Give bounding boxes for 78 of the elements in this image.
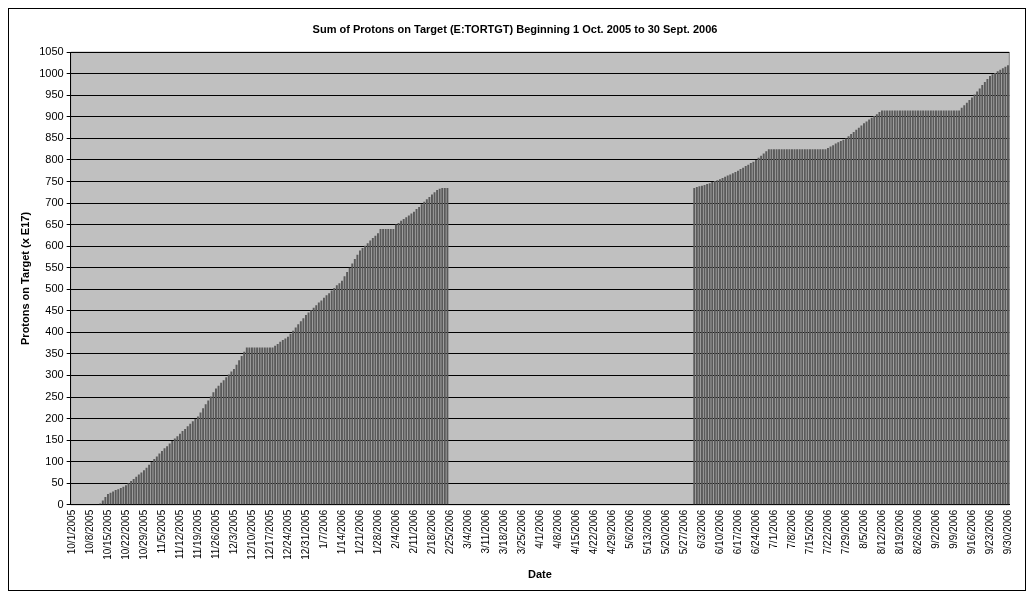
y-tick-label: 950 [45,88,64,101]
x-tick-label: 1/28/2006 [371,509,383,555]
y-tick-label: 850 [45,131,64,144]
y-tick-label: 750 [45,174,64,187]
x-tick-label: 3/4/2006 [461,509,473,549]
x-tick-label: 10/1/2005 [65,509,77,555]
x-tick-label: 4/29/2006 [605,509,617,555]
x-axis-title: Date [528,568,552,581]
x-tick-label: 12/24/2005 [281,509,293,560]
x-tick-label: 9/9/2006 [947,509,959,549]
x-tick-label: 10/22/2005 [119,509,131,560]
x-tick-label: 5/6/2006 [623,509,635,549]
x-tick-label: 11/19/2005 [191,509,203,560]
x-tick-label: 9/2/2006 [929,509,941,549]
x-tick-label: 2/11/2006 [407,509,419,554]
x-tick-label: 9/30/2006 [1001,509,1013,555]
x-tick-label: 1/7/2006 [317,509,329,549]
x-tick-label: 5/13/2006 [641,509,653,555]
x-tick-label: 10/29/2005 [137,509,149,560]
y-tick-label: 200 [45,411,64,424]
x-tick-label: 7/8/2006 [785,509,797,549]
y-tick-label: 250 [45,390,64,403]
x-tick-label: 8/26/2006 [911,509,923,555]
x-tick-label: 5/27/2006 [677,509,689,555]
x-tick-label: 11/12/2005 [173,509,185,560]
y-tick-label: 0 [57,497,64,510]
x-tick-label: 8/5/2006 [857,509,869,549]
y-tick-label: 1000 [39,66,64,79]
y-tick-label: 900 [45,109,64,122]
x-tick-label: 6/3/2006 [695,509,707,549]
x-tick-label: 1/21/2006 [353,509,365,555]
x-tick-label: 9/23/2006 [983,509,995,555]
x-tick-label: 8/19/2006 [893,509,905,555]
y-tick-label: 400 [45,325,64,338]
x-tick-label: 7/1/2006 [767,509,779,549]
x-tick-label: 4/15/2006 [569,509,581,555]
y-tick-label: 550 [45,260,64,273]
x-tick-label: 11/26/2005 [209,509,221,560]
x-tick-label: 4/22/2006 [587,509,599,555]
x-tick-label: 5/20/2006 [659,509,671,555]
y-tick-label: 100 [45,454,64,467]
y-tick-label: 300 [45,368,64,381]
y-tick-label: 150 [45,433,64,446]
x-tick-label: 2/18/2006 [425,509,437,555]
x-tick-label: 3/18/2006 [497,509,509,555]
x-tick-label: 2/4/2006 [389,509,401,549]
x-tick-label: 9/16/2006 [965,509,977,555]
x-tick-label: 12/3/2005 [227,509,239,555]
x-tick-label: 1/14/2006 [335,509,347,555]
x-tick-label: 3/11/2006 [479,509,491,554]
x-tick-label: 7/29/2006 [839,509,851,555]
x-tick-label: 3/25/2006 [515,509,527,555]
x-tick-label: 8/12/2006 [875,509,887,555]
y-tick-label: 1050 [39,45,64,58]
x-tick-label: 4/8/2006 [551,509,563,549]
x-tick-label: 12/10/2005 [245,509,257,560]
y-tick-label: 650 [45,217,64,230]
x-tick-label: 6/24/2006 [749,509,761,555]
y-tick-label: 700 [45,196,64,209]
y-tick-label: 50 [51,476,64,489]
chart-title: Sum of Protons on Target (E:TORTGT) Beginning 1 Oct. 2005 to 30 Sept. 2006 [312,22,718,35]
x-tick-label: 12/31/2005 [299,509,311,560]
x-tick-label: 7/15/2006 [803,509,815,555]
x-tick-label: 4/1/2006 [533,509,545,549]
y-axis-title: Protons on Target (x E17) [18,211,31,345]
x-tick-label: 6/17/2006 [731,509,743,555]
x-tick-label: 6/10/2006 [713,509,725,555]
x-tick-label: 12/17/2005 [263,509,275,560]
y-tick-label: 450 [45,303,64,316]
y-tick-label: 500 [45,282,64,295]
x-tick-label: 7/22/2006 [821,509,833,555]
y-tick-label: 800 [45,152,64,165]
x-tick-label: 11/5/2005 [155,509,167,554]
x-tick-label: 2/25/2006 [443,509,455,555]
y-tick-label: 600 [45,239,64,252]
x-tick-label: 10/15/2005 [101,509,113,560]
x-tick-label: 10/8/2005 [83,509,95,555]
y-tick-label: 350 [45,346,64,359]
